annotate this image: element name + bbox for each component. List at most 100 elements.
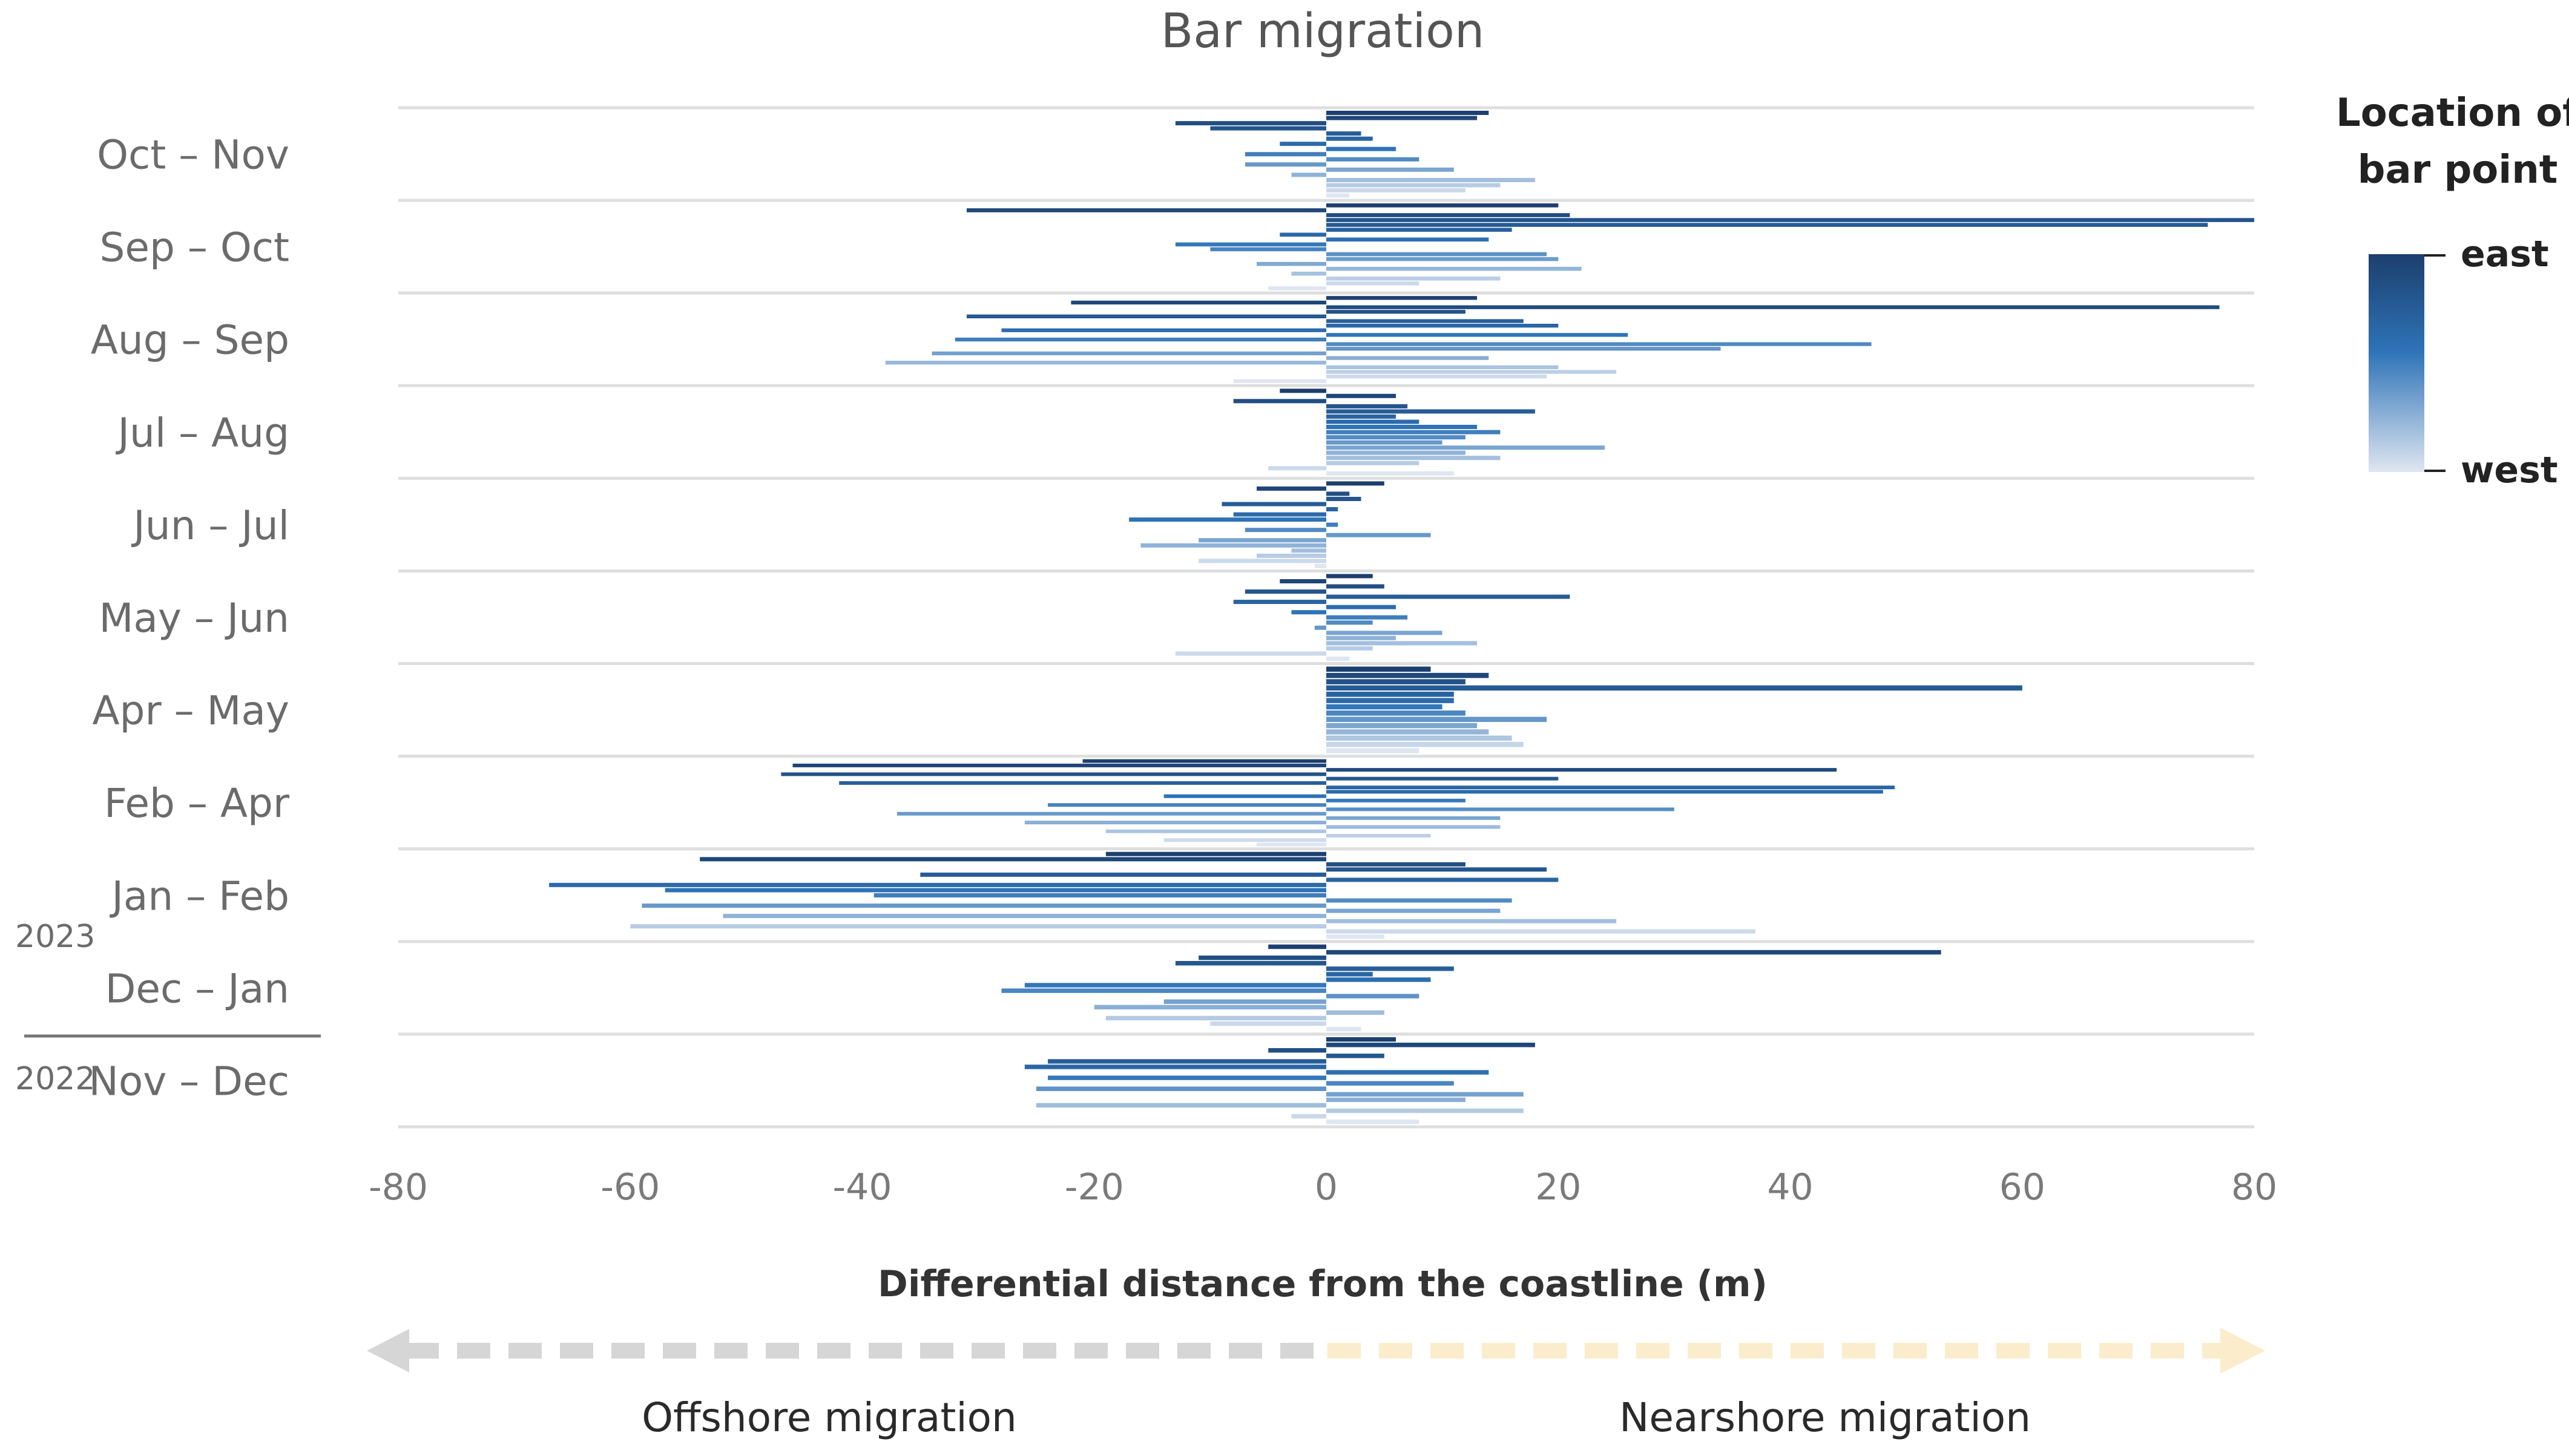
bar (1326, 342, 1872, 346)
bar (1257, 261, 1326, 266)
bar (1326, 157, 1419, 162)
bar (1326, 1097, 1465, 1103)
bar (1175, 242, 1326, 247)
legend-label-east: east (2461, 233, 2549, 275)
bar (1326, 409, 1535, 414)
x-tick-label: -80 (369, 1166, 428, 1208)
bar (1326, 347, 1721, 351)
bar (1326, 1037, 1396, 1042)
chart-title: Bar migration (1161, 4, 1485, 59)
bar (1326, 1026, 1361, 1032)
x-tick-label: 80 (2231, 1166, 2277, 1208)
bar (967, 314, 1326, 318)
bar-series (549, 111, 2254, 1124)
bar (1326, 776, 1559, 781)
bar (1326, 1010, 1384, 1015)
period-label: Aug – Sep (91, 317, 289, 364)
bar (1326, 356, 1489, 360)
bar (1163, 794, 1326, 798)
bar (1001, 988, 1326, 993)
bar (1326, 735, 1512, 741)
bar (1326, 213, 1570, 217)
x-tick-label: -60 (600, 1166, 660, 1208)
period-label: Dec – Jan (105, 965, 289, 1012)
bar (1326, 635, 1396, 640)
period-label: Oct – Nov (97, 132, 289, 179)
bar (1326, 729, 1489, 735)
bar (1233, 379, 1326, 383)
bar (1326, 1054, 1384, 1058)
bar (885, 361, 1326, 365)
bar (1094, 1005, 1327, 1009)
bar (1326, 252, 1547, 257)
bar (1326, 685, 2022, 691)
bar (1326, 816, 1501, 820)
x-tick-label: 60 (1999, 1166, 2045, 1208)
year-label-2022: 2022 (15, 1061, 95, 1097)
period-label: Jan – Feb (109, 873, 289, 919)
bar (1326, 305, 2220, 309)
bar (1268, 286, 1326, 290)
x-tick-label: 40 (1767, 1166, 1813, 1208)
bar (723, 914, 1326, 919)
bar (1129, 517, 1326, 522)
bar (1326, 183, 1501, 188)
bar (1326, 594, 1570, 599)
bar (1326, 471, 1454, 476)
bar (1199, 538, 1326, 543)
bar (1326, 507, 1338, 511)
bar (1326, 657, 1350, 661)
x-axis-ticks: -80 -60 -40 -20 0 20 40 60 80 (369, 1166, 2277, 1208)
year-label-2023: 2023 (15, 919, 95, 955)
bar (1326, 1070, 1489, 1075)
bar (1326, 672, 1489, 678)
bar (1326, 620, 1373, 625)
bar (1326, 798, 1465, 802)
bar (1326, 481, 1384, 486)
bar (549, 882, 1326, 887)
bar (1210, 1021, 1326, 1026)
bar (1326, 704, 1442, 710)
bar (1326, 717, 1547, 722)
bar (1175, 961, 1326, 966)
bar (1233, 600, 1326, 605)
bar (1326, 393, 1396, 398)
bar (1326, 631, 1442, 635)
bar (932, 351, 1326, 356)
bar (1326, 825, 1501, 829)
bar (1326, 404, 1408, 408)
bar (1326, 615, 1408, 620)
bar (1245, 152, 1326, 157)
bar (1326, 877, 1559, 882)
bar (1326, 867, 1547, 872)
bar (1036, 1086, 1326, 1091)
bar (1291, 172, 1326, 177)
period-label: May – Jun (99, 595, 289, 641)
bar (1326, 266, 1582, 271)
bar (1326, 522, 1338, 527)
bar (1105, 851, 1326, 856)
bar (1326, 807, 1674, 812)
bar (1326, 237, 1489, 242)
bar (1210, 247, 1326, 252)
bar (1326, 296, 1478, 300)
bar (1326, 1092, 1524, 1097)
bar (1326, 646, 1373, 651)
bar (1210, 126, 1326, 131)
bar (1326, 414, 1396, 419)
legend-title-line2: bar point (2358, 148, 2558, 192)
bar (1326, 741, 1524, 747)
bar (1326, 919, 1617, 923)
bar (1326, 131, 1361, 136)
bar (781, 772, 1326, 776)
bar (1326, 898, 1512, 903)
bar (1001, 328, 1326, 332)
bar (1326, 666, 1431, 672)
bar (1326, 281, 1419, 286)
bar (1326, 698, 1454, 703)
bar (1024, 983, 1326, 988)
period-label: Feb – Apr (104, 780, 290, 827)
bar (1140, 543, 1326, 548)
bar (1291, 610, 1326, 615)
